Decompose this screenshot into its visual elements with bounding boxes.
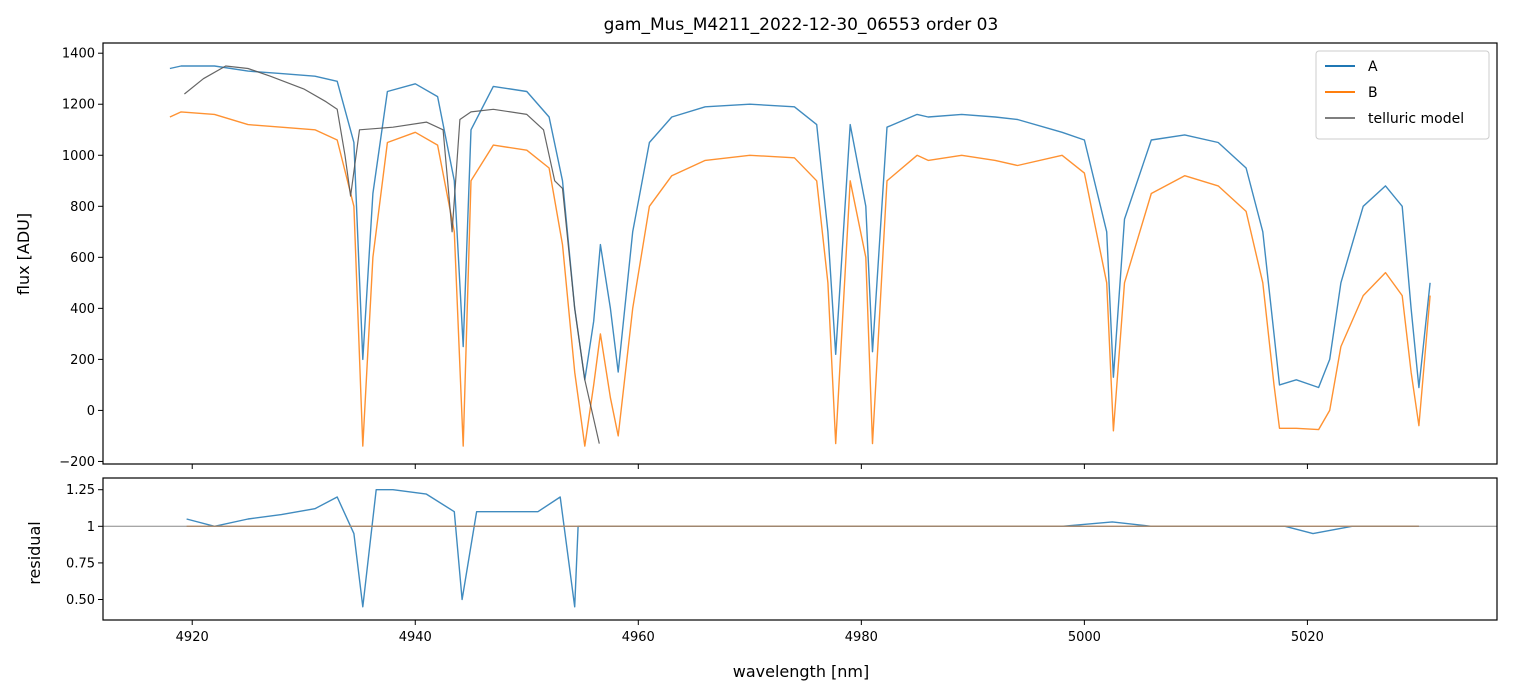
bottom-panel-frame (102, 477, 1498, 621)
bottom-y-tick-label: 0.75 (66, 556, 95, 571)
top-y-axis-label: flux [ADU] (14, 213, 33, 295)
x-tick-label: 5000 (1068, 630, 1101, 645)
legend: A B telluric model (1315, 50, 1490, 140)
top-series-b (169, 111, 1431, 447)
top-y-tick-label: 1200 (62, 98, 95, 113)
bottom-y-axis-label: residual (25, 521, 44, 584)
top-panel-frame (102, 42, 1498, 465)
top-y-tick-label: 200 (70, 353, 95, 368)
top-y-tick-label: 1000 (62, 149, 95, 164)
top-series-a (169, 65, 1431, 389)
legend-label-a: A (1368, 59, 1378, 75)
x-tick-label: 4980 (845, 630, 878, 645)
legend-label-b: B (1368, 85, 1378, 101)
x-tick-label: 4920 (176, 630, 209, 645)
x-tick-label: 4960 (622, 630, 655, 645)
legend-label-telluric: telluric model (1368, 111, 1464, 127)
top-y-tick-label: 1400 (62, 47, 95, 62)
bottom-series-a (186, 489, 1419, 608)
x-tick-label: 5020 (1291, 630, 1324, 645)
chart-title: gam_Mus_M4211_2022-12-30_06553 order 03 (604, 15, 999, 35)
bottom-y-tick-label: 1 (87, 520, 95, 535)
top-y-tick-label: −200 (59, 455, 95, 470)
top-y-tick-label: 600 (70, 251, 95, 266)
top-series-telluric-model (184, 65, 600, 444)
top-panel: −200 0 200 400 600 800 1000 1200 1400 flux [ADU]… (14, 42, 1498, 470)
bottom-y-tick-label: 1.25 (66, 483, 95, 498)
top-y-tick-label: 400 (70, 302, 95, 317)
top-y-tick-label: 0 (87, 404, 95, 419)
x-tick-label: 4940 (399, 630, 432, 645)
top-y-tick-label: 800 (70, 200, 95, 215)
bottom-y-tick-label: 0.50 (66, 593, 95, 608)
x-axis-label: wavelength [nm] (733, 662, 870, 681)
bottom-panel: 0.50 0.75 1 1.25 4920 4940 4960 4980 5000 5020 r… (25, 477, 1498, 681)
